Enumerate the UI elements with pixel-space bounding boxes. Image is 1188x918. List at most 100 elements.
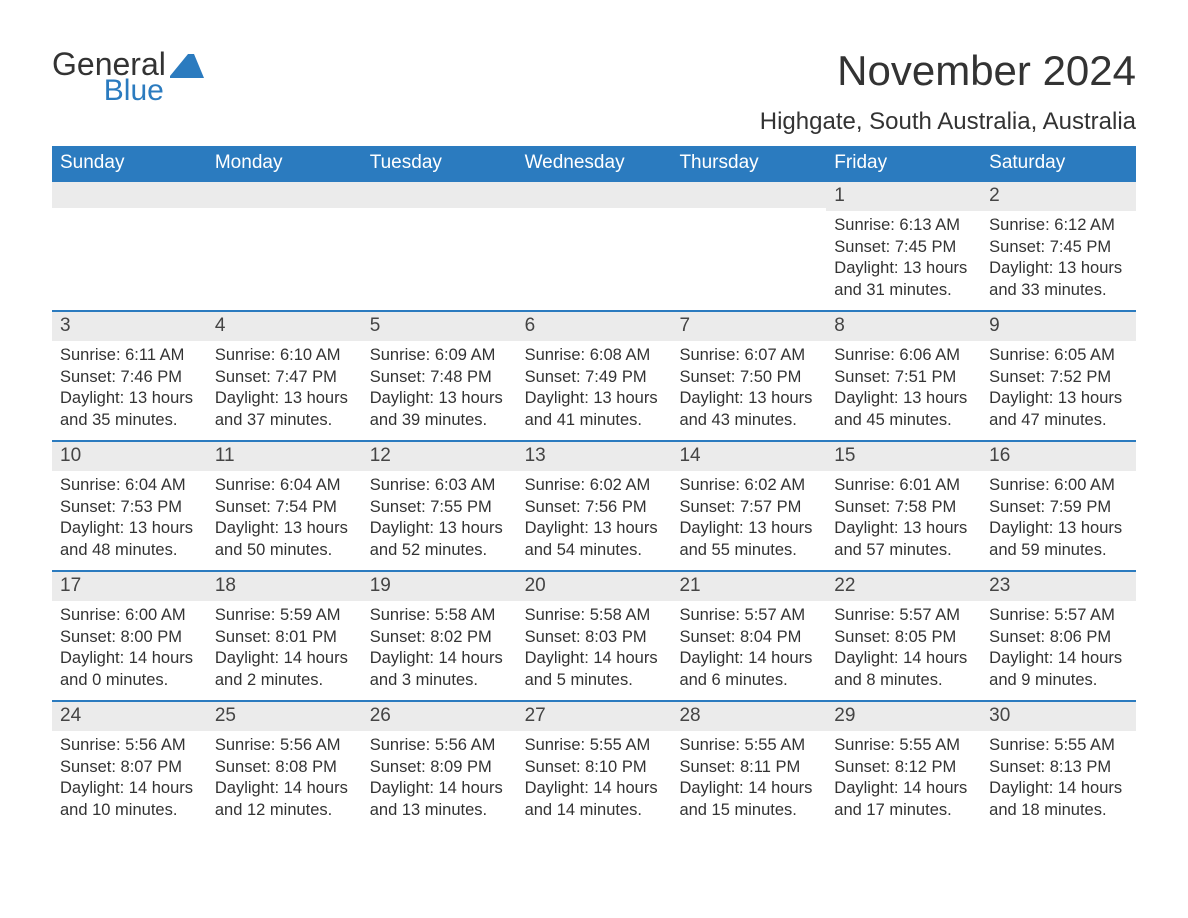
day-number: 3: [52, 312, 207, 341]
day-number: 14: [671, 442, 826, 471]
day-daylight1: Daylight: 13 hours: [60, 518, 199, 540]
day-daylight1: Daylight: 13 hours: [989, 388, 1128, 410]
day-body: Sunrise: 6:09 AMSunset: 7:48 PMDaylight:…: [362, 341, 517, 440]
day-sunrise: Sunrise: 6:04 AM: [60, 475, 199, 497]
day-sunset: Sunset: 8:03 PM: [525, 627, 664, 649]
day-sunrise: Sunrise: 6:01 AM: [834, 475, 973, 497]
day-daylight2: and 17 minutes.: [834, 800, 973, 822]
day-sunrise: Sunrise: 5:56 AM: [60, 735, 199, 757]
day-body: Sunrise: 6:03 AMSunset: 7:55 PMDaylight:…: [362, 471, 517, 570]
day-sunrise: Sunrise: 6:10 AM: [215, 345, 354, 367]
day-sunrise: Sunrise: 5:55 AM: [989, 735, 1128, 757]
day-daylight1: Daylight: 14 hours: [679, 778, 818, 800]
day-number: [362, 182, 517, 208]
day-daylight1: Daylight: 14 hours: [989, 648, 1128, 670]
day-daylight2: and 52 minutes.: [370, 540, 509, 562]
day-body: Sunrise: 6:12 AMSunset: 7:45 PMDaylight:…: [981, 211, 1136, 310]
day-sunrise: Sunrise: 6:05 AM: [989, 345, 1128, 367]
calendar-day-cell: 8Sunrise: 6:06 AMSunset: 7:51 PMDaylight…: [826, 312, 981, 440]
day-sunrise: Sunrise: 6:02 AM: [525, 475, 664, 497]
day-number: 17: [52, 572, 207, 601]
location: Highgate, South Australia, Australia: [760, 108, 1136, 136]
day-sunset: Sunset: 8:04 PM: [679, 627, 818, 649]
day-sunset: Sunset: 7:49 PM: [525, 367, 664, 389]
day-daylight2: and 10 minutes.: [60, 800, 199, 822]
title-block: November 2024 Highgate, South Australia,…: [760, 48, 1136, 136]
day-body: Sunrise: 6:02 AMSunset: 7:57 PMDaylight:…: [671, 471, 826, 570]
calendar-day-cell: 4Sunrise: 6:10 AMSunset: 7:47 PMDaylight…: [207, 312, 362, 440]
calendar-day-cell: 11Sunrise: 6:04 AMSunset: 7:54 PMDayligh…: [207, 442, 362, 570]
day-daylight2: and 54 minutes.: [525, 540, 664, 562]
day-number: 1: [826, 182, 981, 211]
calendar-header-cell: Friday: [826, 146, 981, 182]
day-daylight2: and 15 minutes.: [679, 800, 818, 822]
day-sunrise: Sunrise: 5:59 AM: [215, 605, 354, 627]
logo-mark-icon: [170, 54, 204, 78]
day-sunset: Sunset: 7:45 PM: [834, 237, 973, 259]
day-number: [517, 182, 672, 208]
day-number: 7: [671, 312, 826, 341]
day-daylight2: and 2 minutes.: [215, 670, 354, 692]
calendar-header-cell: Tuesday: [362, 146, 517, 182]
day-daylight1: Daylight: 14 hours: [370, 648, 509, 670]
day-number: 10: [52, 442, 207, 471]
day-daylight2: and 43 minutes.: [679, 410, 818, 432]
top-row: General Blue November 2024 Highgate, Sou…: [52, 48, 1136, 136]
day-daylight1: Daylight: 13 hours: [679, 518, 818, 540]
day-number: 16: [981, 442, 1136, 471]
calendar-day-cell: 28Sunrise: 5:55 AMSunset: 8:11 PMDayligh…: [671, 702, 826, 830]
calendar-day-cell: 2Sunrise: 6:12 AMSunset: 7:45 PMDaylight…: [981, 182, 1136, 310]
day-number: 11: [207, 442, 362, 471]
logo-text: General Blue: [52, 48, 166, 106]
calendar-day-cell: [517, 182, 672, 310]
day-sunset: Sunset: 8:00 PM: [60, 627, 199, 649]
calendar-day-cell: 1Sunrise: 6:13 AMSunset: 7:45 PMDaylight…: [826, 182, 981, 310]
day-daylight2: and 48 minutes.: [60, 540, 199, 562]
day-daylight1: Daylight: 14 hours: [60, 778, 199, 800]
day-daylight1: Daylight: 14 hours: [370, 778, 509, 800]
day-number: 2: [981, 182, 1136, 211]
day-sunrise: Sunrise: 5:55 AM: [679, 735, 818, 757]
day-daylight2: and 3 minutes.: [370, 670, 509, 692]
day-number: 27: [517, 702, 672, 731]
day-daylight2: and 31 minutes.: [834, 280, 973, 302]
calendar-header-cell: Monday: [207, 146, 362, 182]
logo: General Blue: [52, 48, 204, 106]
day-daylight1: Daylight: 13 hours: [215, 518, 354, 540]
day-sunrise: Sunrise: 6:07 AM: [679, 345, 818, 367]
day-sunrise: Sunrise: 5:55 AM: [525, 735, 664, 757]
day-sunrise: Sunrise: 6:00 AM: [60, 605, 199, 627]
day-body: Sunrise: 6:10 AMSunset: 7:47 PMDaylight:…: [207, 341, 362, 440]
day-body: Sunrise: 5:58 AMSunset: 8:03 PMDaylight:…: [517, 601, 672, 700]
day-daylight1: Daylight: 13 hours: [834, 518, 973, 540]
day-daylight1: Daylight: 13 hours: [525, 388, 664, 410]
calendar-day-cell: 16Sunrise: 6:00 AMSunset: 7:59 PMDayligh…: [981, 442, 1136, 570]
day-sunset: Sunset: 8:06 PM: [989, 627, 1128, 649]
day-number: 23: [981, 572, 1136, 601]
day-body: Sunrise: 5:56 AMSunset: 8:07 PMDaylight:…: [52, 731, 207, 830]
day-daylight2: and 33 minutes.: [989, 280, 1128, 302]
calendar-header-row: SundayMondayTuesdayWednesdayThursdayFrid…: [52, 146, 1136, 182]
day-daylight1: Daylight: 13 hours: [215, 388, 354, 410]
day-daylight1: Daylight: 13 hours: [370, 388, 509, 410]
day-sunset: Sunset: 8:07 PM: [60, 757, 199, 779]
day-number: 25: [207, 702, 362, 731]
calendar-week-row: 10Sunrise: 6:04 AMSunset: 7:53 PMDayligh…: [52, 440, 1136, 570]
day-number: 12: [362, 442, 517, 471]
day-body: Sunrise: 6:07 AMSunset: 7:50 PMDaylight:…: [671, 341, 826, 440]
calendar-day-cell: 18Sunrise: 5:59 AMSunset: 8:01 PMDayligh…: [207, 572, 362, 700]
day-sunrise: Sunrise: 6:00 AM: [989, 475, 1128, 497]
day-sunrise: Sunrise: 6:02 AM: [679, 475, 818, 497]
day-sunrise: Sunrise: 5:57 AM: [989, 605, 1128, 627]
day-sunset: Sunset: 8:10 PM: [525, 757, 664, 779]
day-sunrise: Sunrise: 5:58 AM: [525, 605, 664, 627]
day-number: 5: [362, 312, 517, 341]
day-sunset: Sunset: 7:57 PM: [679, 497, 818, 519]
day-daylight1: Daylight: 14 hours: [679, 648, 818, 670]
day-sunset: Sunset: 7:56 PM: [525, 497, 664, 519]
day-sunrise: Sunrise: 6:13 AM: [834, 215, 973, 237]
day-sunset: Sunset: 7:54 PM: [215, 497, 354, 519]
day-sunset: Sunset: 7:48 PM: [370, 367, 509, 389]
day-number: 30: [981, 702, 1136, 731]
day-daylight1: Daylight: 14 hours: [215, 778, 354, 800]
